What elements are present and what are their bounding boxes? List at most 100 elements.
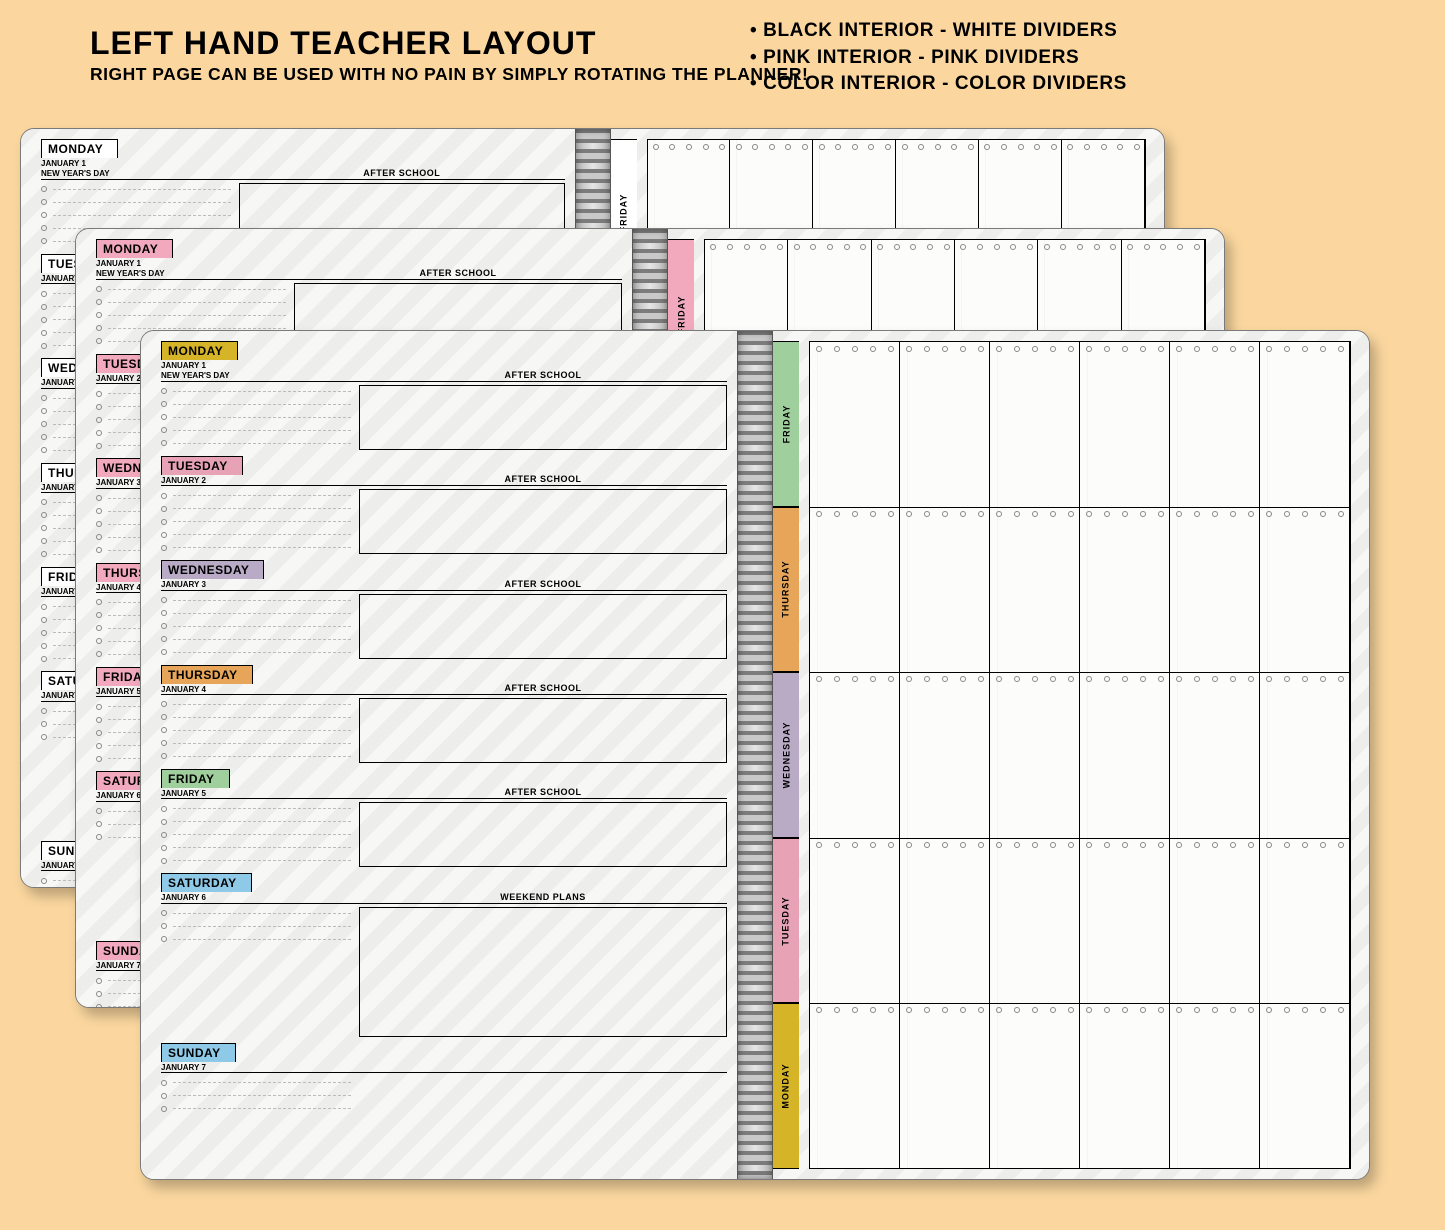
bullet-line [161,594,351,607]
grid-circles [990,842,1080,848]
bullet-column [161,489,351,554]
bullet-line [161,920,351,933]
grid-circles [1170,842,1260,848]
bullet-line [96,309,286,322]
bullet-1: BLACK INTERIOR - WHITE DIVIDERS [750,18,1127,45]
grid-circles [1080,676,1170,682]
day-label: TUESDAY [161,456,243,475]
bullet-line [161,528,351,541]
day-label: SUNDAY [161,1043,236,1062]
bullet-line [161,907,351,920]
bullet-2: PINK INTERIOR - PINK DIVIDERS [750,45,1127,72]
grid-circles [979,144,1062,150]
grid-circles [1260,511,1350,517]
bullet-line [96,296,286,309]
grid-circles [730,144,813,150]
grid-rowline [810,1003,1350,1004]
grid-circles [648,144,731,150]
month-tab-december: DECEMBER [1369,1001,1370,1065]
month-tab-september: SEPTEMBER [1369,812,1370,876]
bullet-column [161,698,351,763]
rot-day-monday: MONDAY [773,1003,799,1169]
rot-day-wednesday: WEDNESDAY [773,672,799,838]
day-label: MONDAY [96,239,173,258]
grid-col [990,342,1080,1168]
rot-day-thursday: THURSDAY [773,507,799,673]
grid-circles [955,244,1038,250]
left-page: MONDAYJANUARY 1NEW YEAR'S DAYAFTER SCHOO… [141,331,737,1179]
grid-circles [1170,1007,1260,1013]
after-school-box: AFTER SCHOOL [359,385,727,450]
day-body: AFTER SCHOOL [161,381,727,450]
rot-day-label: FRIDAY [619,193,629,232]
month-tab-november: NOVEMBER [1369,938,1370,1002]
grid-circles [1170,511,1260,517]
day-label: FRIDAY [161,769,230,788]
rot-day-label: TUESDAY [781,896,791,945]
bullet-column [161,1076,351,1115]
bullet-line [161,841,351,854]
bullet-line [161,737,351,750]
bullet-line [161,724,351,737]
month-tab-august: AUGUST [1369,749,1370,813]
bullet-line [161,1076,351,1089]
grid-circles [810,676,900,682]
day-body: AFTER SCHOOL [161,485,727,554]
bullet-line [161,515,351,528]
bullet-column [161,802,351,867]
bullet-line [161,854,351,867]
grid-circles [1260,346,1350,352]
grid-circles [1038,244,1121,250]
rot-day-label: FRIDAY [781,404,791,443]
day-row-saturday: SATURDAYJANUARY 6WEEKEND PLANS [161,873,727,1036]
day-label: SATURDAY [161,873,252,892]
grid-circles [810,511,900,517]
bullet-line [41,209,231,222]
variant-bullets: BLACK INTERIOR - WHITE DIVIDERS PINK INT… [750,18,1127,98]
after-school-box: AFTER SCHOOL [359,489,727,554]
after-school-label: AFTER SCHOOL [240,168,564,178]
bullet-line [161,646,351,659]
month-tab-may: MAY [1369,560,1370,624]
grid-circles [872,244,955,250]
right-page: FRIDAY THURSDAY WEDNESDAY TUESDAY MONDAY [773,331,1369,1179]
day-body: WEEKEND PLANS [161,903,727,1037]
grid-circles [1080,1007,1170,1013]
grid-col [810,342,900,1168]
month-tab-october: OCTOBER [1369,875,1370,939]
grid-circles [1260,842,1350,848]
day-body: AFTER SCHOOL [161,798,727,867]
bullet-line [161,633,351,646]
day-body: AFTER SCHOOL [161,694,727,763]
bullet-column [161,385,351,450]
bullet-column [161,907,351,1037]
day-list: MONDAYJANUARY 1NEW YEAR'S DAYAFTER SCHOO… [161,341,727,1167]
grid-circles [1080,346,1170,352]
grid-circles [896,144,979,150]
month-tab-july: JULY [1369,686,1370,750]
grid-col [900,342,990,1168]
bullet-line [161,502,351,515]
day-body: AFTER SCHOOL [161,590,727,659]
after-school-label: AFTER SCHOOL [360,579,726,589]
grid-circles [900,511,990,517]
grid-circles [705,244,788,250]
bullet-line [96,283,286,296]
month-tabs: FEBRUARYMARCHAPRILMAYJUNEJULYAUGUSTSEPTE… [1369,371,1370,1064]
after-school-box: AFTER SCHOOL [359,802,727,867]
bullet-line [161,541,351,554]
bullet-line [161,489,351,502]
spiral-binding [737,331,773,1179]
rot-day-label: WEDNESDAY [781,722,791,789]
bullet-line [41,183,231,196]
grid-rowline [810,672,1350,673]
edge-tab-february: FEBRUA [1164,169,1165,227]
rot-day-tuesday: TUESDAY [773,838,799,1004]
day-row-thursday: THURSDAYJANUARY 4AFTER SCHOOL [161,665,727,763]
grid-circles [990,676,1080,682]
grid-circles [1080,511,1170,517]
grid-circles [990,511,1080,517]
grid-circles [1260,1007,1350,1013]
grid-circles [1170,676,1260,682]
grid-circles [813,144,896,150]
